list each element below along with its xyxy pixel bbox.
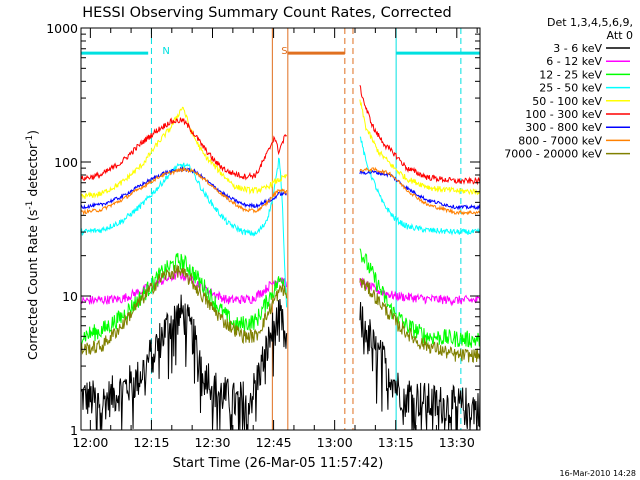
series-line-0 — [81, 294, 480, 430]
annotation-s: S — [271, 28, 354, 430]
series-line-1 — [81, 269, 480, 307]
x-axis-label: Start Time (26-Mar-05 11:57:42) — [173, 456, 384, 471]
x-tick-label: 13:00 — [317, 435, 353, 450]
legend-label: 7000 - 20000 keV — [504, 148, 602, 161]
series-line-8 — [81, 264, 480, 363]
legend-header-line-1: Det 1,3,4,5,6,9, — [547, 16, 633, 29]
y-tick-label: 100 — [54, 155, 78, 170]
series-line-7 — [81, 166, 480, 216]
y-tick-label: 1000 — [46, 21, 78, 36]
x-tick-label: 13:15 — [378, 435, 414, 450]
plot-frame — [80, 27, 481, 431]
y-axis-label: Corrected Count Rate (s-1 detector-1) — [25, 130, 40, 360]
legend-label: 3 - 6 keV — [553, 42, 602, 55]
legend-header-line-2: Att 0 — [607, 29, 633, 42]
legend-label: 100 - 300 keV — [525, 108, 602, 121]
chart-title: HESSI Observing Summary Count Rates, Cor… — [82, 5, 451, 21]
series-line-2 — [81, 248, 480, 348]
series-line-5 — [81, 85, 480, 186]
annotation-label: N — [162, 46, 169, 57]
series-layer — [81, 85, 480, 430]
x-tick-label: 13:30 — [439, 435, 475, 450]
x-tick-label: 12:45 — [256, 435, 292, 450]
legend-label: 300 - 800 keV — [525, 121, 602, 134]
x-tick-label: 12:30 — [194, 435, 230, 450]
series-line-4 — [81, 99, 480, 200]
x-tick-label: 12:00 — [72, 435, 108, 450]
series-line-3 — [81, 136, 480, 308]
y-tick-label: 1 — [70, 423, 78, 438]
series-line-6 — [81, 166, 480, 211]
y-tick-label: 10 — [62, 289, 78, 304]
legend-label: 12 - 25 keV — [539, 68, 602, 81]
legend-label: 800 - 7000 keV — [518, 134, 602, 147]
annotation-label: S — [281, 46, 287, 57]
axes-layer: 12:00 12:15 12:30 12:45 13:00 13:15 13:30 1 10 10… — [46, 21, 481, 450]
legend-label: 6 - 12 keV — [546, 55, 602, 68]
legend-label: 25 - 50 keV — [539, 82, 602, 95]
x-tick-label: 12:15 — [133, 435, 169, 450]
legend-label: 50 - 100 keV — [532, 95, 602, 108]
footer-timestamp: 16-Mar-2010 14:28 — [560, 469, 637, 478]
